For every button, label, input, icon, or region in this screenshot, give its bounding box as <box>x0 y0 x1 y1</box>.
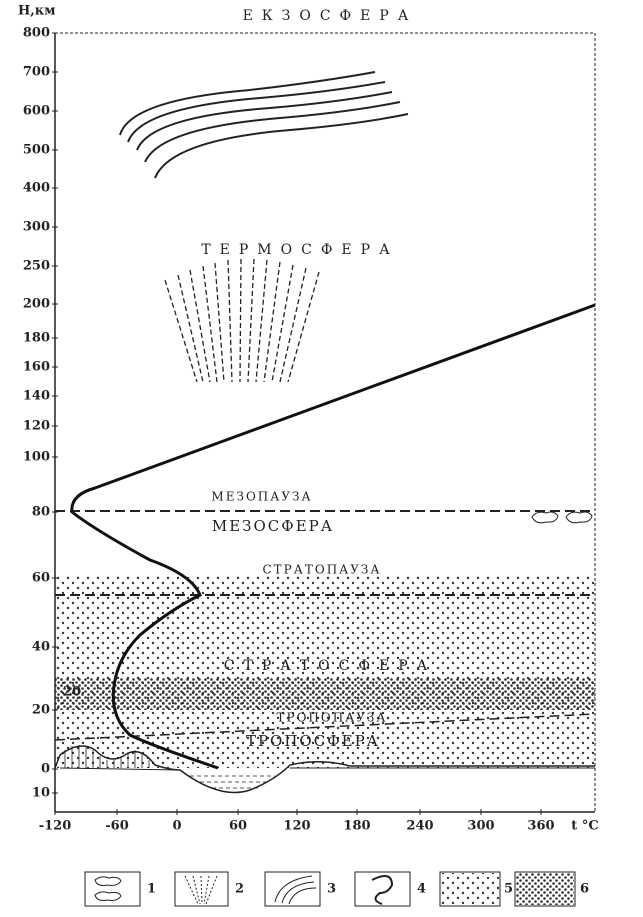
layer-label: ТЕРМОСФЕРА <box>201 242 398 258</box>
y-tick-label: 180 <box>23 331 50 346</box>
y-tick-label: 40 <box>32 640 50 655</box>
fan <box>164 258 320 383</box>
x-tick-label: 240 <box>406 819 433 834</box>
x-tick-label: 120 <box>283 819 310 834</box>
x-tick-label: 0 <box>172 819 181 834</box>
layer-label: ЕКЗОСФЕРА <box>243 8 418 24</box>
y-tick-label: 400 <box>23 181 50 196</box>
y-axis-title: H,км <box>18 4 56 19</box>
y-tick-label: 80 <box>32 505 50 520</box>
layer-label: СТРАТОСФЕРА <box>224 658 436 674</box>
y-tick-label: 250 <box>23 259 50 274</box>
frame <box>54 32 596 813</box>
y-tick-label: 800 <box>23 26 50 41</box>
ozone-label: 20 <box>63 685 81 700</box>
layer-label: ТРОПОПАУЗА <box>276 711 387 725</box>
legend-label: 1 <box>147 882 156 897</box>
y-axis: 8007006005004003002502001801601401201008… <box>23 26 58 801</box>
legend-label: 3 <box>327 882 336 897</box>
legend <box>84 871 576 907</box>
y-tick-label: 120 <box>23 419 50 434</box>
y-tick-label: 160 <box>23 360 50 375</box>
x-tick-label: 360 <box>527 819 554 834</box>
legend-label: 5 <box>504 882 513 897</box>
aurora <box>119 71 409 179</box>
clouds <box>531 511 593 524</box>
layer-labels: ЕКЗОСФЕРА ТЕРМОСФЕРА МЕЗОПАУЗА МЕЗОСФЕРА СТР… <box>201 8 436 750</box>
y-tick-label: 100 <box>23 450 50 465</box>
y-tick-label: 700 <box>23 65 50 80</box>
x-tick-label: 60 <box>229 819 247 834</box>
y-tick-label: 60 <box>32 571 50 586</box>
layer-label: ТРОПОСФЕРА <box>246 732 380 750</box>
y-tick-label: 0 <box>41 762 50 777</box>
ground <box>54 745 595 794</box>
y-tick-label: 300 <box>23 220 50 235</box>
y-tick-label: 200 <box>23 297 50 312</box>
legend-label: 4 <box>417 882 426 897</box>
layer-label: МЕЗОПАУЗА <box>211 490 312 504</box>
x-tick-label: 300 <box>467 819 494 834</box>
layer-label: СТРАТОПАУЗА <box>263 563 382 577</box>
temperature-curve <box>70 303 596 770</box>
x-tick-label: 180 <box>343 819 370 834</box>
y-tick-label: 500 <box>23 143 50 158</box>
y-tick-label: 20 <box>32 703 50 718</box>
x-axis: -120 -60 0 60 120 180 240 300 360 <box>39 809 555 834</box>
x-axis-title: t °C <box>571 819 598 834</box>
legend-labels: 1 2 3 4 5 6 <box>147 882 589 897</box>
x-tick-label: -120 <box>39 819 72 834</box>
legend-label: 6 <box>580 882 589 897</box>
y-tick-label: 140 <box>23 389 50 404</box>
layer-label: МЕЗОСФЕРА <box>212 517 334 535</box>
legend-label: 2 <box>235 882 244 897</box>
y-tick-label: 600 <box>23 104 50 119</box>
x-tick-label: -60 <box>105 819 129 834</box>
y-tick-label: 10 <box>32 786 50 801</box>
